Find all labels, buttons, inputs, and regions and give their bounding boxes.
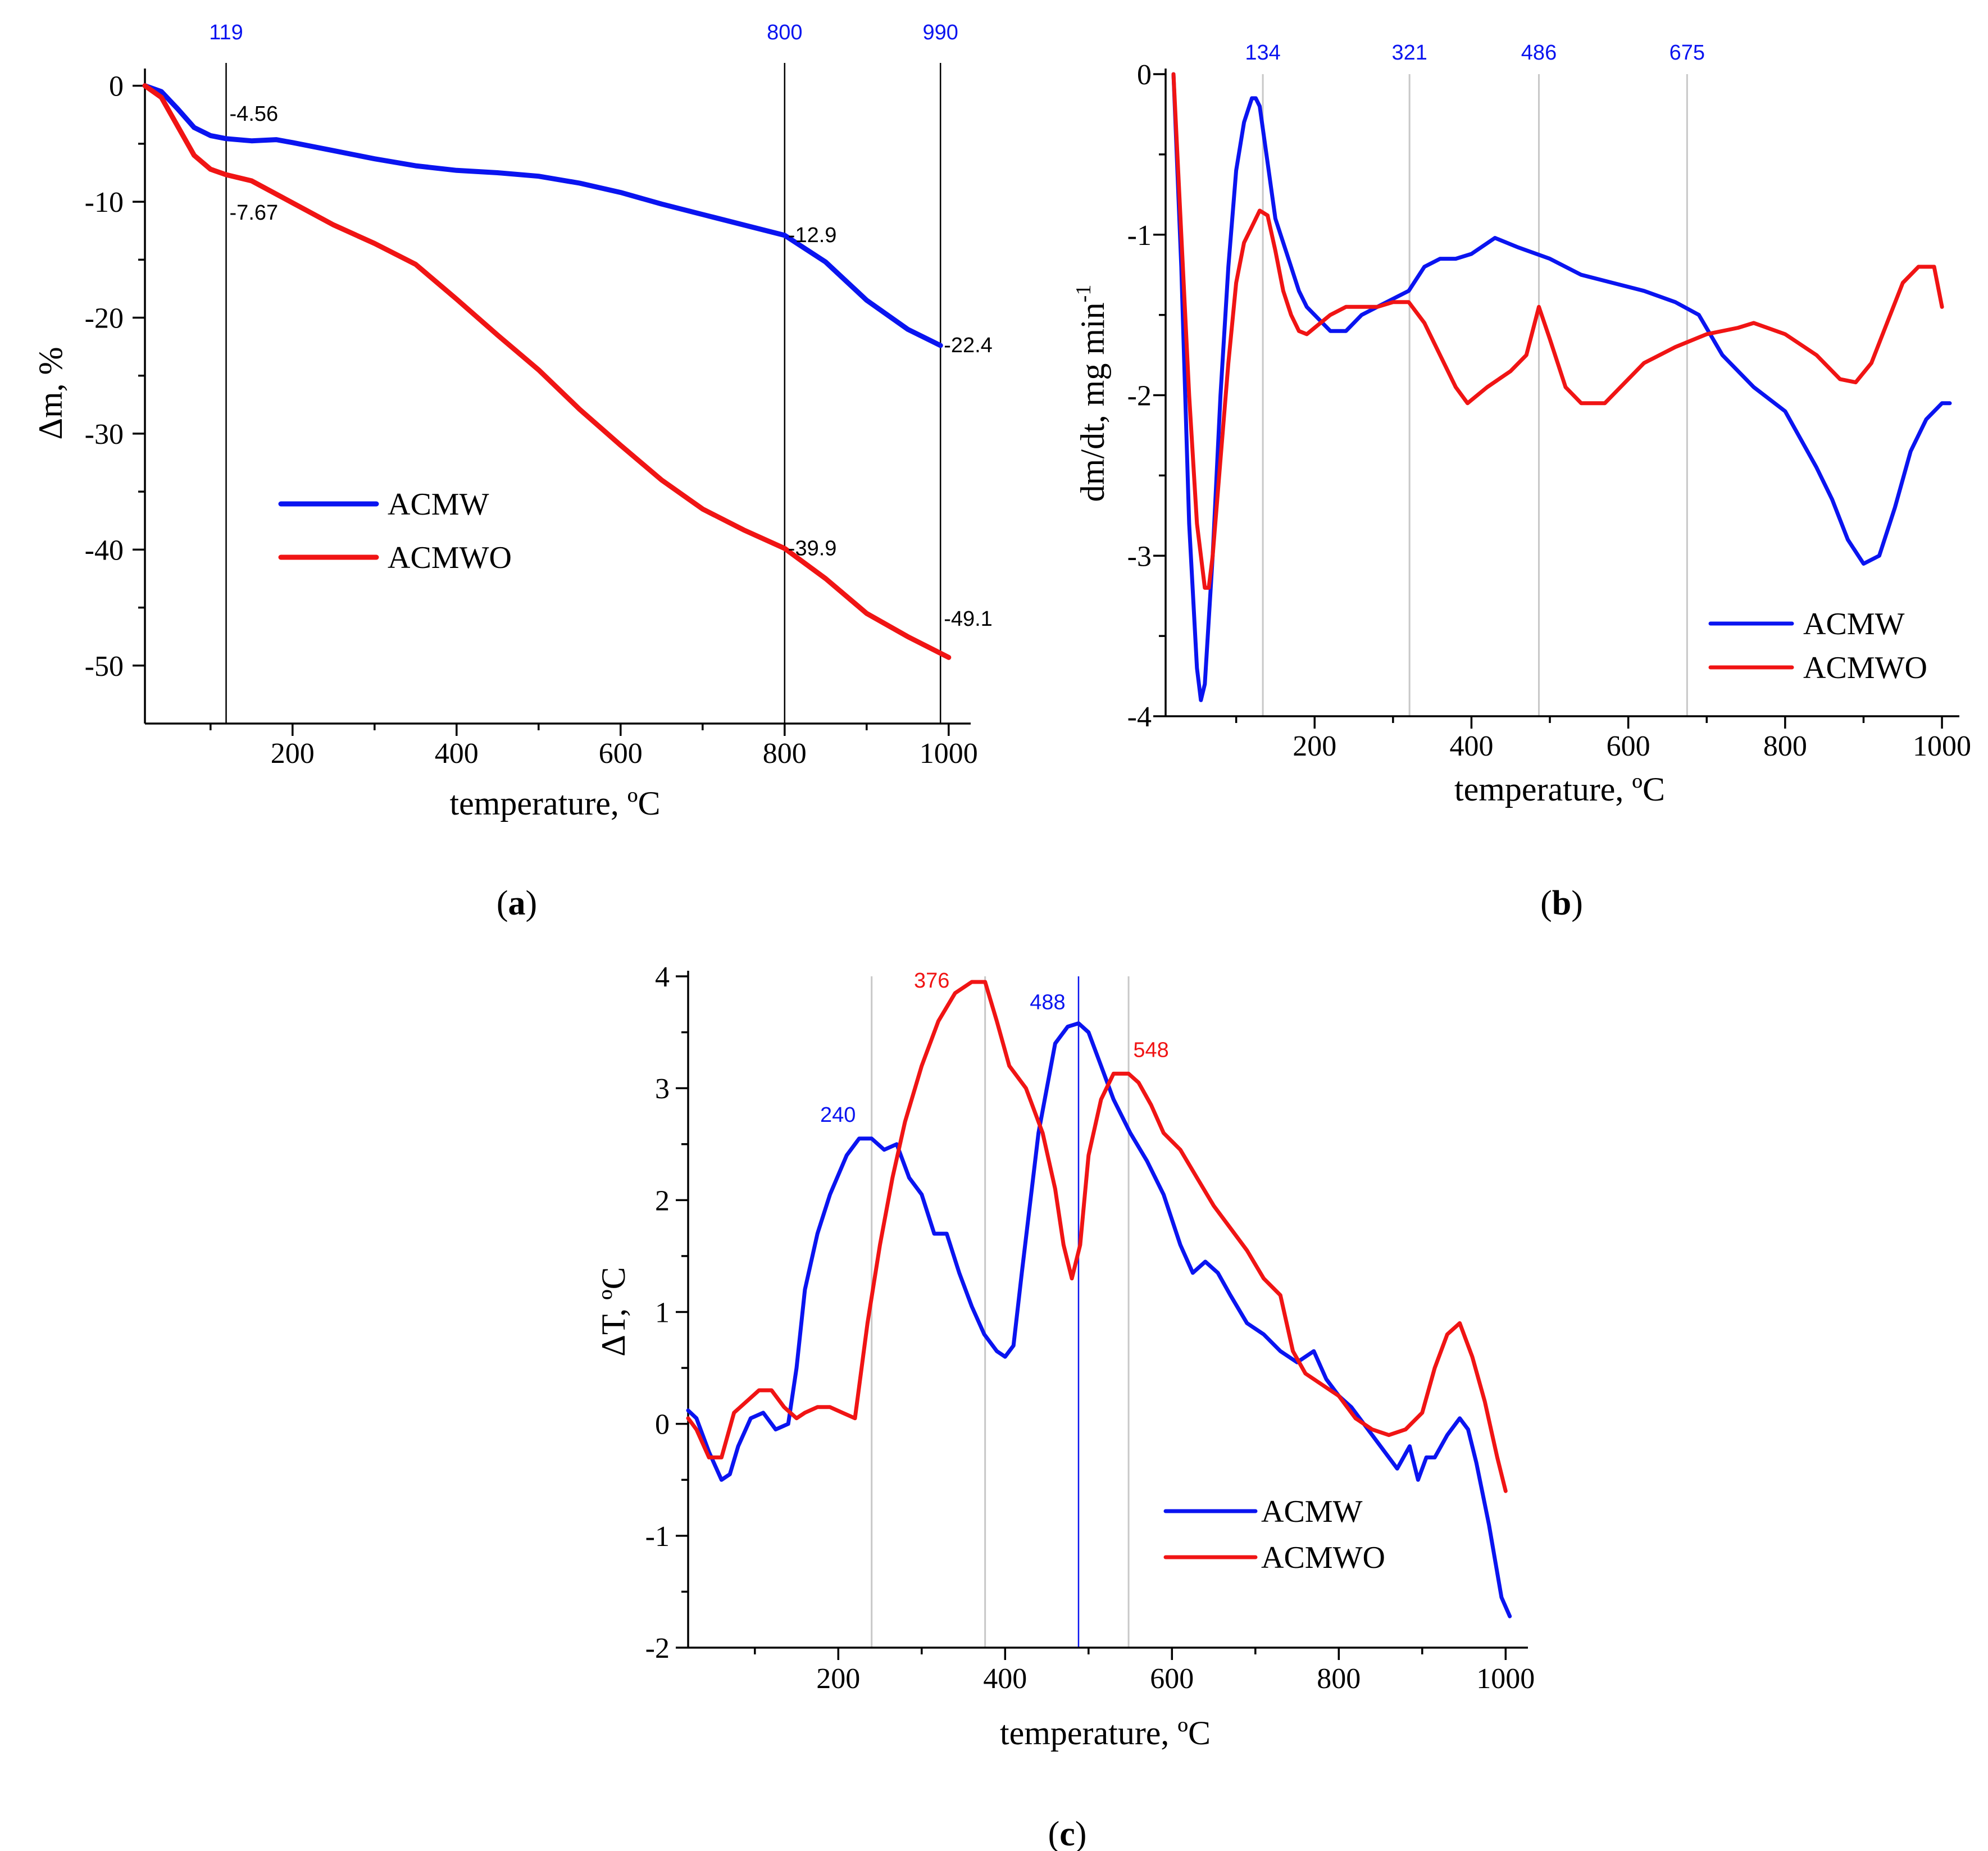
panel-a-ytick-label-4: -40 <box>85 534 124 566</box>
panel-b-xtick-label-3: 800 <box>1763 730 1807 762</box>
panel-c-peak-label-2: 488 <box>1030 991 1065 1015</box>
panel-b-xtick-label-2: 600 <box>1607 730 1650 762</box>
panel-c-legend-label-acmwo: ACMWO <box>1261 1540 1385 1575</box>
panel-b-series-acmwo <box>1171 72 1944 590</box>
panel-b-vline-label-0: 134 <box>1245 41 1280 65</box>
panel-c-xtick-label-0: 200 <box>816 1663 860 1695</box>
panel-a-xtick-label-0: 200 <box>271 738 315 770</box>
panel-c-xtick-label-1: 400 <box>983 1663 1027 1695</box>
panel-a-vline-label-1: 800 <box>767 21 802 44</box>
panel-a-annotation-0: -4.56 <box>230 102 279 126</box>
panel-a-x-axis-label: temperature, ºC <box>449 785 660 822</box>
panel-c-legend-label-acmw: ACMW <box>1261 1494 1363 1529</box>
panel-b-legend-label-acmw: ACMW <box>1803 607 1905 642</box>
panel-b-series-acmw <box>1171 72 1952 702</box>
panel-a-legend-label-acmwo: ACMWO <box>388 540 512 575</box>
panel-c-xtick-label-4: 1000 <box>1476 1663 1535 1695</box>
panel-a-ytick-label-1: -10 <box>85 187 124 219</box>
panel-c-series-acmwo <box>686 980 1508 1493</box>
panel-b-xtick-label-4: 1000 <box>1913 730 1971 762</box>
panel-c-x-axis-label: temperature, ºC <box>1000 1714 1211 1752</box>
panel-b-y-axis-label-sup: -1 <box>1072 285 1095 303</box>
panel-c-caption: (c) <box>1048 1815 1087 1851</box>
panel-a-xtick-label-1: 400 <box>435 738 479 770</box>
panel-b-xtick-label-0: 200 <box>1293 730 1336 762</box>
panel-b-caption: (b) <box>1540 884 1583 922</box>
panel-c-peak-label-0: 240 <box>820 1103 856 1127</box>
panel-a-annotation-4: -39.9 <box>788 536 837 560</box>
panel-a-annotation-3: -22.4 <box>944 334 993 357</box>
panel-a-annotation-5: -49.1 <box>944 607 993 631</box>
panel-c-chart: 200 400 600 800 1000 4 3 2 1 0 -1 -2 240 376 488 548 ACM… <box>595 961 1535 1851</box>
panel-c-ytick-label-2: 2 <box>655 1185 670 1217</box>
panel-c-series-acmw <box>686 1021 1512 1618</box>
panel-a-series-acmw <box>142 83 943 348</box>
panel-a-xtick-label-2: 600 <box>599 738 643 770</box>
panel-b-vline-label-1: 321 <box>1391 41 1427 65</box>
panel-c-y-axis-label: ΔT, ºC <box>595 1267 632 1356</box>
panel-a-vline-label-2: 990 <box>922 21 958 44</box>
panel-a-caption: (a) <box>497 884 537 922</box>
panel-a-chart: 119 800 990 200 400 600 800 1000 0 -10 -20 -30 -40 -5… <box>32 21 993 922</box>
panel-a-annotation-2: -12.9 <box>788 224 837 247</box>
panel-c-peak-label-1: 376 <box>914 969 949 993</box>
panel-b-x-axis-label: temperature, ºC <box>1454 771 1665 808</box>
panel-a-ytick-label-3: -30 <box>85 419 124 451</box>
panel-b-ytick-label-2: -2 <box>1127 380 1152 412</box>
panel-c-peak-label-3: 548 <box>1133 1038 1168 1062</box>
panel-c-ytick-label-4: 0 <box>655 1409 670 1441</box>
panel-b-chart: 134 321 486 675 200 400 600 800 1000 0 -1 -2 -3 -4 ACM… <box>1072 41 1971 922</box>
panel-a-xtick-label-4: 1000 <box>920 738 978 770</box>
panel-c-ytick-label-0: 4 <box>655 961 670 993</box>
panel-a-xtick-label-3: 800 <box>763 738 807 770</box>
panel-a-y-axis-label: Δm, % <box>32 347 69 439</box>
panel-b-legend-label-acmwo: ACMWO <box>1803 651 1927 685</box>
panel-b-ytick-label-0: 0 <box>1137 59 1152 91</box>
panel-b-vline-label-2: 486 <box>1521 41 1557 65</box>
panel-c-xtick-label-2: 600 <box>1150 1663 1194 1695</box>
panel-b-vline-label-3: 675 <box>1669 41 1705 65</box>
panel-a-legend-label-acmw: ACMW <box>388 487 489 522</box>
panel-b-ytick-label-1: -1 <box>1127 220 1152 252</box>
panel-a-series-acmwo <box>142 83 952 660</box>
panel-c-xtick-label-3: 800 <box>1317 1663 1361 1695</box>
panel-b-y-axis-label: dm/dt, mg min-1 <box>1072 285 1111 502</box>
panel-a-ytick-label-2: -20 <box>85 303 124 335</box>
panel-a-ytick-label-5: -50 <box>85 651 124 683</box>
panel-a-annotation-1: -7.67 <box>230 201 279 225</box>
panel-b-ytick-label-4: -4 <box>1127 701 1152 733</box>
panel-c-ytick-label-5: -1 <box>645 1521 670 1553</box>
panel-c-ytick-label-1: 3 <box>655 1073 670 1105</box>
panel-b-ytick-label-3: -3 <box>1127 540 1152 572</box>
panel-b-xtick-label-1: 400 <box>1449 730 1493 762</box>
panel-a-vline-label-0: 119 <box>209 21 243 44</box>
panel-a-ytick-label-0: 0 <box>109 71 124 103</box>
panel-c-ytick-label-6: -2 <box>645 1632 670 1664</box>
panel-c-ytick-label-3: 1 <box>655 1297 670 1329</box>
